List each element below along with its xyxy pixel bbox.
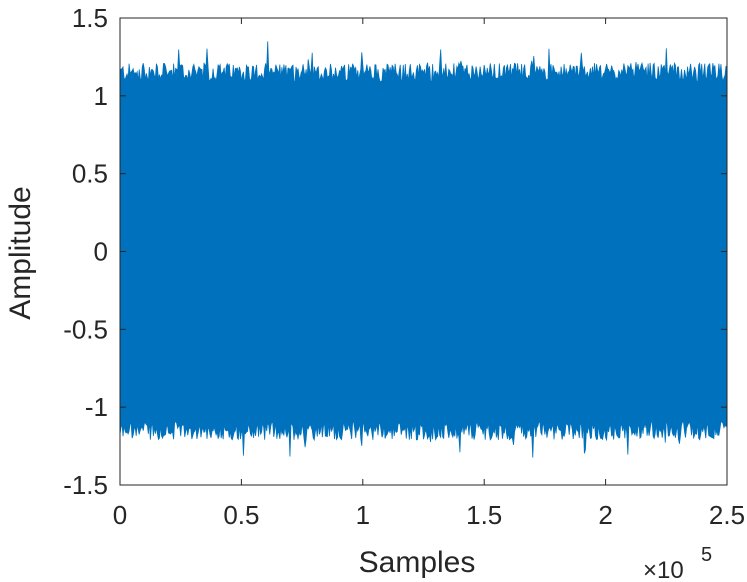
x-tick-label: 1 xyxy=(356,500,370,530)
x-tick-label: 0 xyxy=(113,500,127,530)
y-axis-ticks: -1.5 -1 -0.5 0 0.5 1 1.5 xyxy=(63,3,727,500)
x-axis-ticks: 0 0.5 1 1.5 2 2.5 xyxy=(113,18,745,530)
x-tick-label: 2.5 xyxy=(709,500,745,530)
signal-series xyxy=(119,41,728,458)
signal-waveform xyxy=(119,41,728,458)
y-tick-label: -1.5 xyxy=(63,470,108,500)
y-tick-label: 1 xyxy=(94,81,108,111)
y-tick-label: -1 xyxy=(85,392,108,422)
y-tick-label: -0.5 xyxy=(63,314,108,344)
x-axis-multiplier: ×10 xyxy=(643,557,684,582)
y-tick-label: 1.5 xyxy=(72,3,108,33)
x-tick-label: 1.5 xyxy=(466,500,502,530)
x-axis-multiplier-exponent: 5 xyxy=(701,544,712,566)
y-tick-label: 0 xyxy=(94,237,108,267)
y-axis-title: Amplitude xyxy=(4,186,37,319)
x-tick-label: 2 xyxy=(598,500,612,530)
y-tick-label: 0.5 xyxy=(72,159,108,189)
x-axis-title: Samples xyxy=(359,546,476,579)
x-tick-label: 0.5 xyxy=(223,500,259,530)
